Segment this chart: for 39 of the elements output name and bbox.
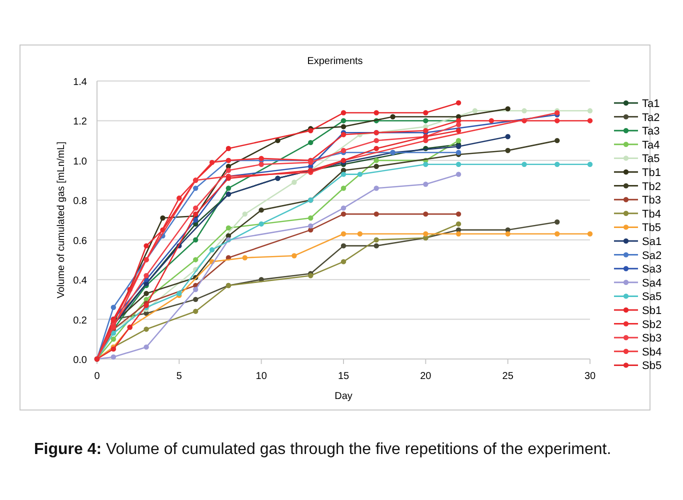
x-tick-label: 30: [584, 371, 596, 382]
y-tick-label: 1.4: [73, 77, 88, 88]
legend-label: Ta2: [642, 112, 660, 124]
legend-label: Tb1: [642, 167, 661, 179]
legend-label: Sb1: [642, 305, 662, 317]
legend-label: Sb3: [642, 332, 662, 345]
legend-label: Sa3: [642, 264, 662, 276]
legend-label: Sb5: [642, 360, 662, 372]
y-axis-title: Volume of cumulated gas [mLn/mL]: [56, 141, 67, 298]
legend-label: Ta3: [642, 126, 660, 138]
legend-label: Tb4: [642, 208, 661, 220]
legend-label: Ta4: [642, 139, 660, 152]
caption: Figure 4: Volume of cumulated gas through the five repetitions of the experiment.: [33, 440, 612, 460]
legend-label: Sa4: [642, 277, 662, 290]
legend-label: Ta5: [642, 153, 660, 166]
y-tick-label: 0.0: [73, 355, 88, 366]
x-tick-label: 10: [256, 371, 268, 382]
legend-label: Tb5: [642, 222, 661, 234]
y-tick-label: 1.2: [73, 116, 88, 128]
legend-label: Sb2: [642, 318, 662, 331]
x-tick-label: 0: [94, 371, 100, 382]
x-tick-label: 5: [176, 371, 182, 382]
x-axis-title: Day: [334, 391, 352, 402]
legend-label: Sa2: [642, 250, 662, 262]
y-tick-label: 0.2: [73, 315, 88, 326]
legend-label: Tb2: [642, 180, 661, 193]
legend-label: Ta1: [642, 98, 660, 110]
legend-label: Sb4: [642, 346, 662, 358]
legend-label: Sa5: [642, 291, 662, 304]
x-tick-label: 20: [420, 371, 432, 382]
chart-title: Experiments: [307, 56, 363, 67]
y-tick-label: 0.8: [73, 196, 88, 208]
x-tick-label: 15: [338, 371, 350, 382]
legend-label: Tb3: [642, 194, 661, 207]
y-tick-label: 1.0: [73, 156, 88, 168]
legend-label: Sa1: [642, 236, 662, 248]
y-tick-label: 0.4: [73, 276, 88, 287]
x-tick-label: 25: [502, 371, 514, 382]
y-tick-label: 0.6: [73, 236, 88, 247]
